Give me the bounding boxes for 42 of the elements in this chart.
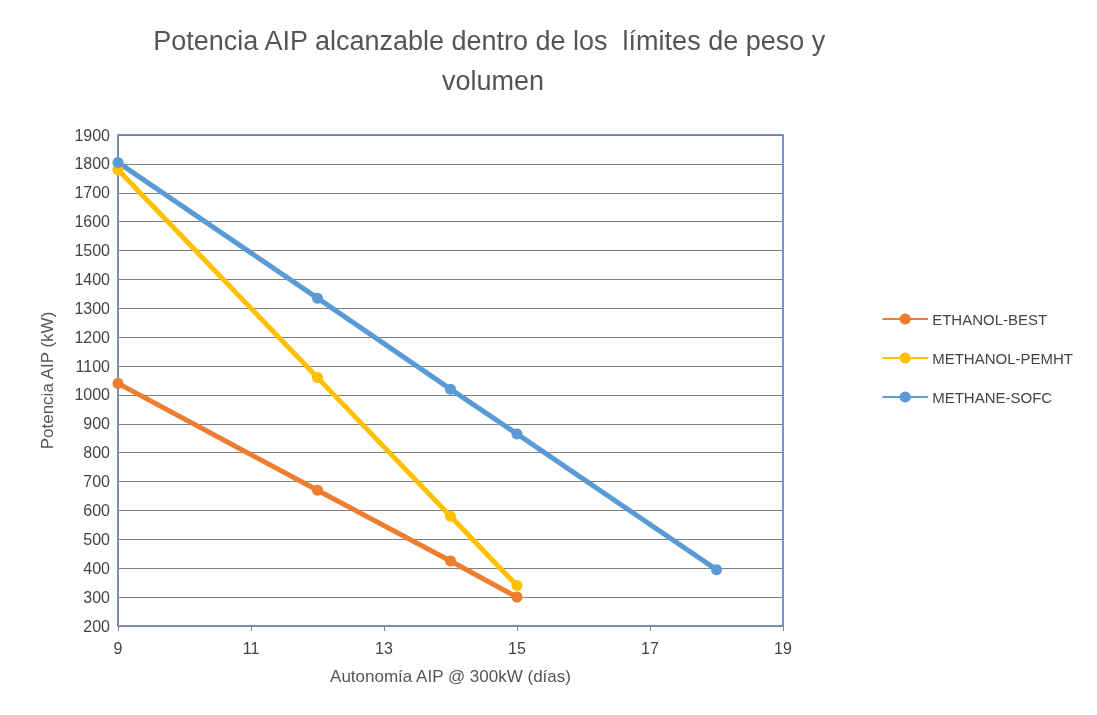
y-tick-label: 500 [83,530,111,548]
y-axis-title: Potencia AIP (kW) [38,311,57,450]
y-tick-label: 1800 [74,155,111,173]
point [312,292,323,304]
y-tick-label: 1600 [74,213,111,231]
point [511,591,523,603]
y-tick-label: 200 [83,617,111,635]
y-tick-label: 600 [83,501,111,519]
y-tick-label: 300 [83,588,111,606]
y-tick-label: 800 [83,444,111,462]
chart-title: Potencia AIP alcanzable dentro de los límites de peso y volumen [153,26,833,96]
y-tick-label: 1400 [74,270,111,288]
y-tick-label: 900 [83,415,111,433]
y-tick-label: 1700 [74,184,111,202]
point [511,428,523,440]
x-tick-label: 13 [375,639,393,657]
point [112,377,124,389]
point [445,555,456,567]
x-tick-label: 17 [641,639,659,657]
legend-label: METHANOL-PEMHT [932,349,1074,367]
y-tick-label: 1500 [74,242,111,260]
legend-label: ETHANOL-BEST [932,310,1048,328]
point [445,383,456,395]
x-tick-label: 19 [774,639,792,657]
y-tick-label: 1200 [74,328,111,346]
y-tick-label: 1100 [75,357,111,375]
point [112,156,124,168]
point [511,580,523,592]
y-tick-label: 1000 [74,386,111,404]
x-tick-label: 9 [113,639,123,657]
y-tick-label: 1300 [74,299,111,317]
y-tick-label: 1900 [74,126,111,144]
point [445,510,456,522]
y-tick-label: 700 [83,473,111,491]
point [312,372,323,384]
x-tick-label: 15 [508,639,526,657]
x-tick-label: 11 [242,639,260,657]
x-axis-title: Autonomía AIP @ 300kW (días) [330,667,571,686]
point [312,484,323,496]
legend-label: METHANE-SOFC [932,388,1053,406]
y-tick-label: 400 [83,559,111,577]
point [711,564,722,576]
